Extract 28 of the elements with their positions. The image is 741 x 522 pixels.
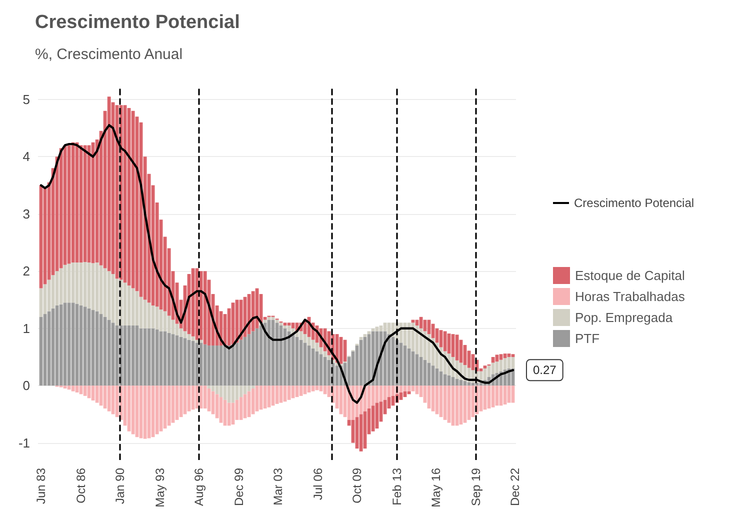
y-tick-label: 4 bbox=[22, 149, 30, 164]
chart-subtitle: %, Crescimento Anual bbox=[35, 46, 183, 63]
y-tick-label: 3 bbox=[22, 206, 30, 222]
annotation: 0.27 bbox=[532, 363, 557, 378]
x-tick-label: Oct 09 bbox=[350, 468, 364, 504]
x-tick-label: Sep 19 bbox=[468, 468, 483, 506]
x-tick-label: Jul 06 bbox=[310, 468, 325, 500]
x-tick-label: Feb 13 bbox=[390, 468, 404, 506]
x-tick-label: Jun 83 bbox=[34, 468, 48, 504]
legend-label: PTF bbox=[575, 331, 600, 346]
legend-label: Crescimento Potencial bbox=[574, 196, 694, 210]
y-tick-label: -1 bbox=[18, 435, 30, 450]
y-tick-label: 2 bbox=[22, 264, 30, 279]
y-tick-label: 0 bbox=[22, 378, 30, 394]
chart-title: Crescimento Potencial bbox=[35, 12, 240, 33]
x-tick-label: Dec 99 bbox=[232, 468, 246, 506]
x-tick-label: May 16 bbox=[428, 468, 443, 508]
x-tick-label: Jan 90 bbox=[113, 468, 128, 504]
x-tick-label: May 93 bbox=[153, 468, 168, 508]
x-tick-label: Oct 86 bbox=[74, 468, 88, 504]
y-tick-label: 5 bbox=[22, 92, 30, 107]
x-tick-label: Aug 96 bbox=[192, 468, 206, 506]
legend-label: Horas Trabalhadas bbox=[575, 289, 686, 304]
x-tick-label: Dec 22 bbox=[508, 468, 522, 506]
legend-label: Pop. Empregada bbox=[575, 310, 674, 325]
y-tick-label: 1 bbox=[22, 320, 30, 336]
legend-label: Estoque de Capital bbox=[575, 268, 685, 283]
x-tick-label: Mar 03 bbox=[270, 468, 285, 506]
